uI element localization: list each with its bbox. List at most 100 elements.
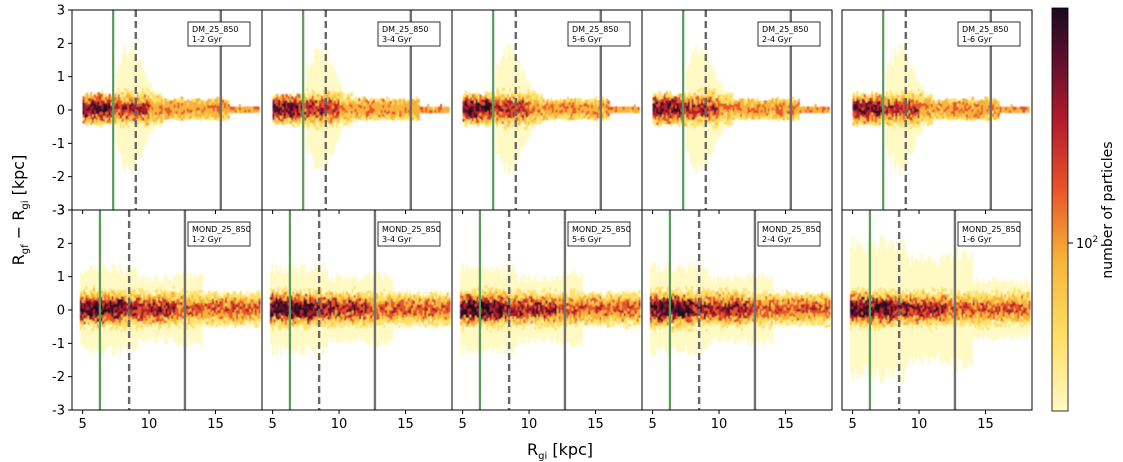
heatmap-cell <box>338 87 340 90</box>
heatmap-cell <box>125 148 127 151</box>
heatmap-cell <box>138 94 140 97</box>
heatmap-cell <box>656 122 658 125</box>
heatmap-cell <box>122 68 124 71</box>
heatmap-cell <box>319 73 321 76</box>
heatmap-cell <box>894 164 896 167</box>
heatmap-cell <box>124 166 126 169</box>
heatmap-cell <box>122 122 124 125</box>
heatmap-cell <box>690 123 692 126</box>
heatmap-cell <box>537 109 539 112</box>
heatmap-cell <box>349 100 351 103</box>
heatmap-cell <box>585 100 587 103</box>
heatmap-cell <box>150 101 152 104</box>
heatmap-cell <box>131 168 133 171</box>
heatmap-cell <box>148 98 150 101</box>
heatmap-cell <box>708 84 710 87</box>
heatmap-cell <box>478 114 480 117</box>
heatmap-cell <box>394 105 396 108</box>
heatmap-cell <box>658 112 660 115</box>
heatmap-cell <box>131 105 133 108</box>
heatmap-cell <box>595 115 597 118</box>
heatmap-cell <box>215 117 217 120</box>
heatmap-cell <box>686 69 688 72</box>
heatmap-cell <box>520 111 522 114</box>
heatmap-cell <box>604 104 606 107</box>
heatmap-cell <box>224 108 226 111</box>
heatmap-cell <box>701 75 703 78</box>
heatmap-cell <box>518 74 520 77</box>
heatmap-cell <box>315 88 317 91</box>
heatmap-cell <box>668 109 670 112</box>
heatmap-cell <box>518 104 520 107</box>
heatmap-cell <box>120 73 122 76</box>
panel-dm-2: DM_25_8503-4 Gyr <box>262 10 452 210</box>
heatmap-cell <box>310 75 312 78</box>
heatmap-cell <box>873 119 875 122</box>
heatmap-cell <box>140 97 142 100</box>
heatmap-cell <box>511 124 513 127</box>
heatmap-cell <box>502 109 504 112</box>
heatmap-cell <box>892 132 894 135</box>
heatmap-cell <box>524 121 526 124</box>
heatmap-cell <box>502 154 504 157</box>
heatmap-cell <box>140 67 142 70</box>
heatmap-cell <box>191 106 193 109</box>
heatmap-cell <box>701 144 703 147</box>
heatmap-cell <box>463 104 465 107</box>
heatmap-cell <box>466 104 468 107</box>
heatmap-cell <box>343 105 345 108</box>
heatmap-cell <box>312 95 314 98</box>
heatmap-cell <box>886 91 888 94</box>
heatmap-cell <box>129 131 131 134</box>
heatmap-cell <box>215 108 217 111</box>
heatmap-cell <box>194 117 196 120</box>
heatmap-cell <box>103 104 105 107</box>
heatmap-cell <box>153 94 155 97</box>
heatmap-cell <box>196 117 198 120</box>
heatmap-cell <box>662 99 664 102</box>
heatmap-cell <box>617 107 619 110</box>
heatmap-cell <box>723 100 725 103</box>
heatmap-cell <box>708 87 710 90</box>
heatmap-cell <box>513 51 515 54</box>
heatmap-cell <box>310 99 312 102</box>
heatmap-cell <box>168 113 170 116</box>
heatmap-cell <box>131 78 133 81</box>
heatmap-cell <box>252 109 254 112</box>
heatmap-cell <box>138 124 140 127</box>
heatmap-cell <box>546 102 548 105</box>
heatmap-cell <box>122 110 124 113</box>
heatmap-cell <box>483 117 485 120</box>
heatmap-cell <box>124 52 126 55</box>
heatmap-cell <box>116 88 118 91</box>
heatmap-cell <box>122 53 124 56</box>
heatmap-cell <box>502 151 504 154</box>
heatmap-cell <box>511 163 513 166</box>
heatmap-cell <box>727 105 729 108</box>
heatmap-cell <box>671 107 673 110</box>
heatmap-cell <box>602 109 604 112</box>
heatmap-cell <box>746 112 748 115</box>
heatmap-cell <box>662 117 664 120</box>
heatmap-cell <box>131 153 133 156</box>
heatmap-cell <box>347 111 349 114</box>
heatmap-cell <box>483 108 485 111</box>
heatmap-cell <box>140 136 142 139</box>
heatmap-cell <box>129 83 131 86</box>
heatmap-cell <box>496 109 498 112</box>
heatmap-cell <box>630 110 632 113</box>
heatmap-cell <box>125 55 127 58</box>
heatmap-cell <box>695 102 697 105</box>
heatmap-cell <box>505 112 507 115</box>
heatmap-cell <box>88 122 90 125</box>
heatmap-cell <box>321 71 323 74</box>
heatmap-cell <box>502 106 504 109</box>
heatmap-cell <box>418 99 420 102</box>
heatmap-cell <box>481 111 483 114</box>
heatmap-cell <box>751 99 753 102</box>
heatmap-cell <box>284 122 286 125</box>
heatmap-cell <box>222 100 224 103</box>
heatmap-cell <box>886 118 888 121</box>
heatmap-cell <box>511 64 513 67</box>
heatmap-cell <box>528 137 530 140</box>
